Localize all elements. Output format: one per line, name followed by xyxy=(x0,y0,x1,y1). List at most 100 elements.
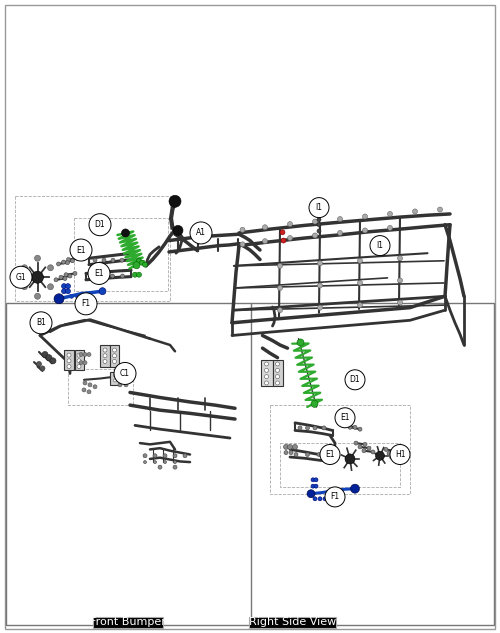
Circle shape xyxy=(77,353,81,357)
Circle shape xyxy=(278,263,282,268)
Circle shape xyxy=(337,421,341,425)
Circle shape xyxy=(398,278,402,283)
Text: E1: E1 xyxy=(94,269,104,278)
Text: A1: A1 xyxy=(196,229,206,237)
Circle shape xyxy=(347,423,351,427)
Text: E1: E1 xyxy=(340,413,350,422)
Circle shape xyxy=(350,484,360,493)
Circle shape xyxy=(99,287,106,295)
Circle shape xyxy=(284,451,288,454)
Circle shape xyxy=(83,381,87,385)
Circle shape xyxy=(110,274,114,278)
Circle shape xyxy=(46,354,52,361)
Circle shape xyxy=(264,368,268,372)
Circle shape xyxy=(317,218,321,222)
Circle shape xyxy=(50,358,56,364)
Circle shape xyxy=(32,272,44,283)
Circle shape xyxy=(93,258,97,262)
Text: H1: H1 xyxy=(395,450,405,459)
Circle shape xyxy=(76,294,80,298)
Circle shape xyxy=(190,222,212,244)
Bar xyxy=(74,218,168,291)
Circle shape xyxy=(40,366,45,371)
Circle shape xyxy=(124,378,128,382)
Circle shape xyxy=(73,272,77,275)
Circle shape xyxy=(48,284,54,290)
Bar xyxy=(68,369,132,405)
Text: I1: I1 xyxy=(376,241,384,250)
Circle shape xyxy=(294,453,298,456)
Text: Right Side View: Right Side View xyxy=(249,617,336,627)
Circle shape xyxy=(174,461,176,463)
Circle shape xyxy=(264,362,268,366)
Circle shape xyxy=(87,390,91,394)
Circle shape xyxy=(311,400,318,408)
Circle shape xyxy=(438,207,442,212)
Circle shape xyxy=(66,284,70,289)
Circle shape xyxy=(288,235,292,241)
Circle shape xyxy=(390,455,394,459)
Circle shape xyxy=(362,449,366,453)
Circle shape xyxy=(93,385,97,389)
Circle shape xyxy=(22,284,28,290)
Circle shape xyxy=(153,454,157,458)
Circle shape xyxy=(54,294,64,304)
Circle shape xyxy=(118,378,122,382)
Text: G1: G1 xyxy=(16,273,26,282)
Circle shape xyxy=(338,216,342,222)
Circle shape xyxy=(87,353,91,356)
Text: D1: D1 xyxy=(94,220,106,229)
Circle shape xyxy=(370,235,390,256)
Circle shape xyxy=(306,426,310,430)
Circle shape xyxy=(144,461,146,463)
Circle shape xyxy=(398,256,402,261)
Circle shape xyxy=(77,365,81,368)
Bar xyxy=(100,345,110,367)
Circle shape xyxy=(311,478,315,482)
Circle shape xyxy=(318,261,322,266)
Circle shape xyxy=(122,229,130,237)
Circle shape xyxy=(262,239,268,244)
Bar xyxy=(110,372,120,385)
Circle shape xyxy=(70,294,73,298)
Circle shape xyxy=(103,348,107,352)
Text: C1: C1 xyxy=(120,369,130,378)
Circle shape xyxy=(120,274,124,278)
Circle shape xyxy=(322,426,326,430)
Text: D1: D1 xyxy=(350,375,360,384)
Circle shape xyxy=(62,284,66,289)
Circle shape xyxy=(154,461,156,463)
Circle shape xyxy=(140,260,144,265)
Circle shape xyxy=(112,360,116,363)
Circle shape xyxy=(114,379,116,382)
Circle shape xyxy=(82,388,86,392)
Circle shape xyxy=(59,275,63,279)
Bar xyxy=(248,617,336,628)
Circle shape xyxy=(66,258,70,261)
Circle shape xyxy=(62,260,66,264)
Circle shape xyxy=(318,305,322,310)
Circle shape xyxy=(63,277,67,280)
Circle shape xyxy=(169,196,181,207)
Circle shape xyxy=(132,272,138,277)
Circle shape xyxy=(133,261,140,269)
Circle shape xyxy=(288,444,292,449)
Circle shape xyxy=(388,225,392,230)
Circle shape xyxy=(54,278,58,282)
Circle shape xyxy=(307,490,315,498)
Circle shape xyxy=(398,300,402,305)
Circle shape xyxy=(284,444,288,449)
Bar xyxy=(270,405,410,494)
Circle shape xyxy=(111,258,115,262)
Circle shape xyxy=(77,359,81,363)
Circle shape xyxy=(362,228,368,233)
Circle shape xyxy=(173,225,183,235)
Circle shape xyxy=(358,427,362,431)
Circle shape xyxy=(390,444,410,465)
Circle shape xyxy=(34,255,40,261)
Circle shape xyxy=(317,223,321,227)
Circle shape xyxy=(318,497,322,501)
Circle shape xyxy=(335,408,355,428)
Circle shape xyxy=(313,497,317,501)
Circle shape xyxy=(312,233,318,238)
